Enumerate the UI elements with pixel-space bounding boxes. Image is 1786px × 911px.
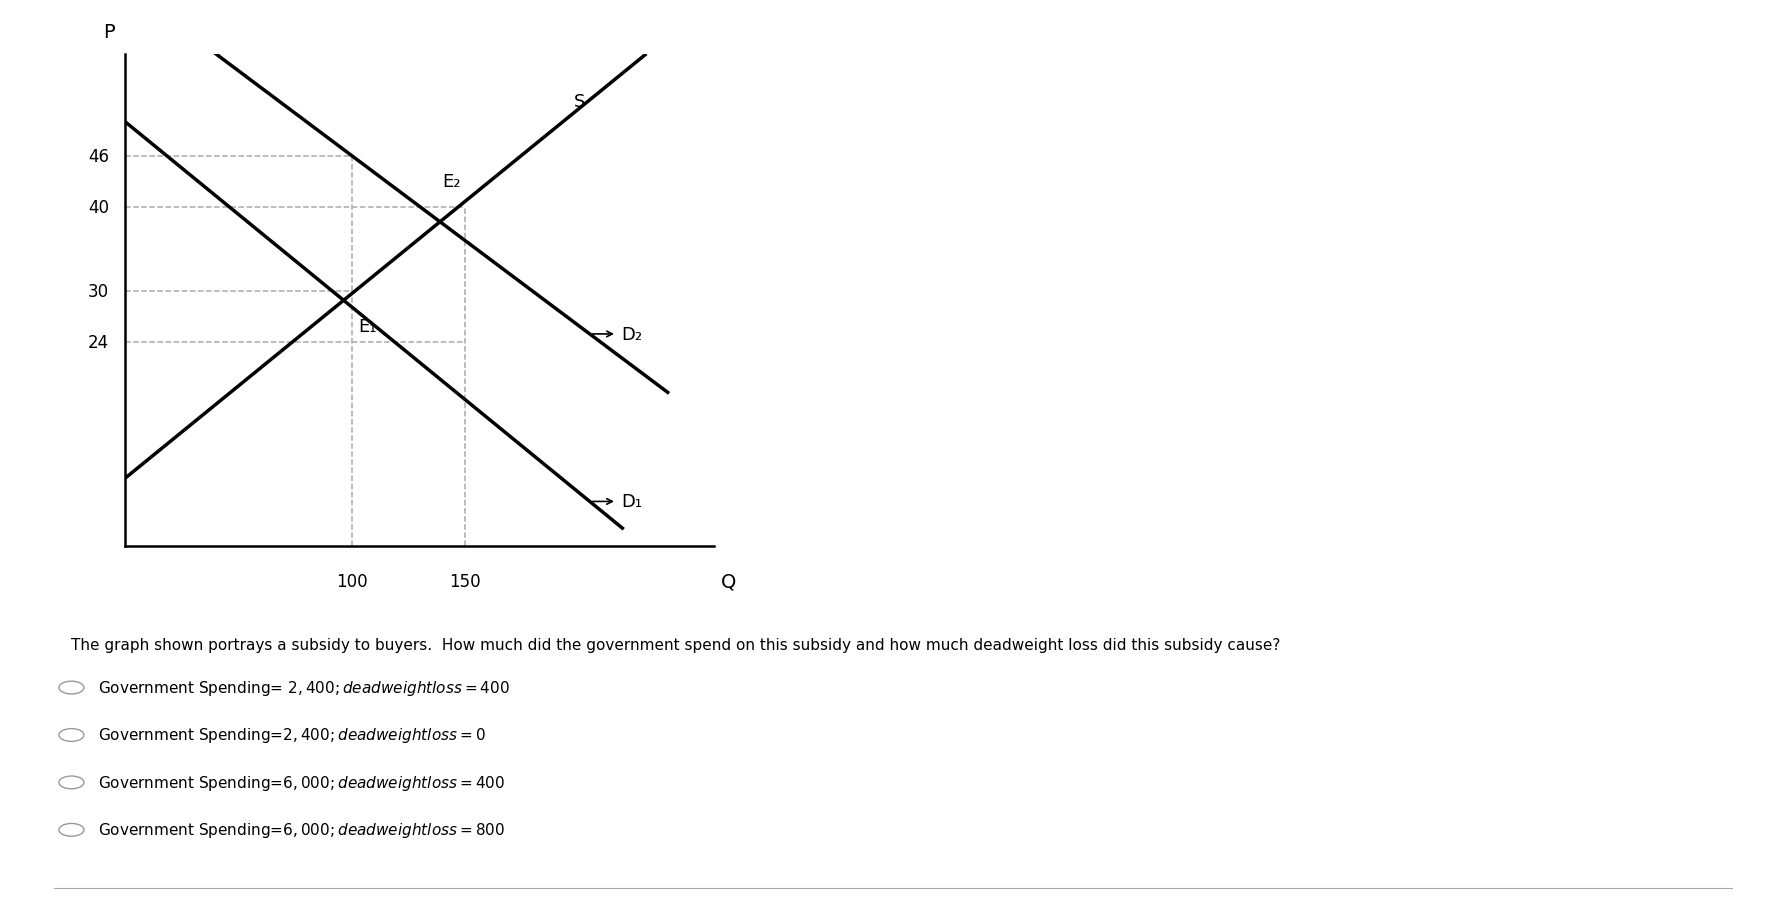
Text: E₂: E₂ [443,172,461,190]
Text: Government Spending=$6,000;  deadweight loss= $800: Government Spending=$6,000; deadweight l… [98,821,505,839]
Text: Government Spending=$6,000;  deadweight loss= $400: Government Spending=$6,000; deadweight l… [98,773,505,792]
Text: D₁: D₁ [622,493,643,511]
Text: 30: 30 [88,283,109,302]
Text: 150: 150 [450,572,480,590]
Text: 40: 40 [88,199,109,216]
Text: The graph shown portrays a subsidy to buyers.  How much did the government spend: The graph shown portrays a subsidy to bu… [71,638,1281,652]
Text: Government Spending= $2,400;  deadweight loss= $400: Government Spending= $2,400; deadweight … [98,679,511,697]
Text: E₁: E₁ [359,318,377,335]
Text: Q: Q [722,572,736,591]
Text: 46: 46 [88,148,109,166]
Text: D₂: D₂ [622,325,643,343]
Text: Government Spending=$2,400;  deadweight loss= $0: Government Spending=$2,400; deadweight l… [98,726,486,744]
Text: 100: 100 [336,572,368,590]
Text: 24: 24 [88,334,109,352]
Text: S: S [573,93,586,111]
Text: P: P [104,23,114,42]
